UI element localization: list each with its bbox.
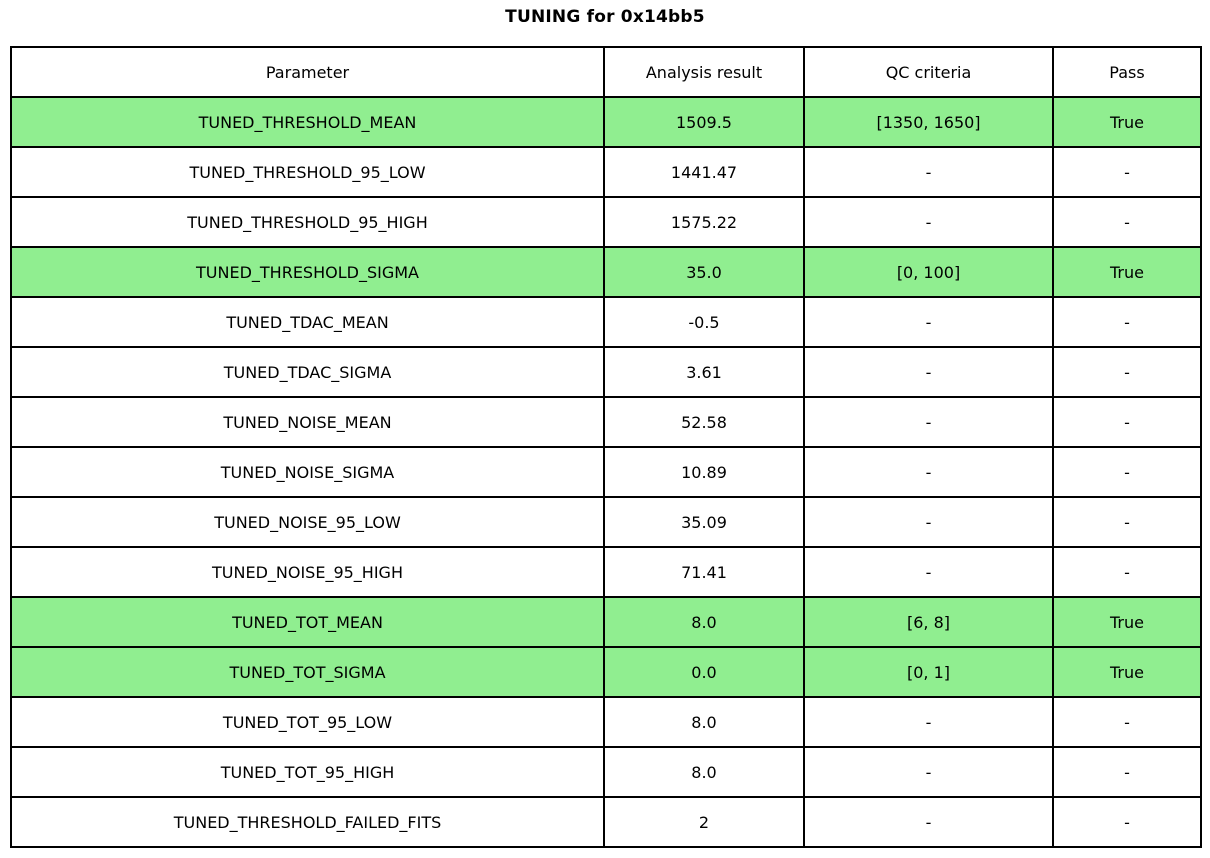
cell-parameter: TUNED_TOT_95_LOW [10,696,605,748]
cell-pass: True [1052,596,1202,648]
cell-analysis-result: 35.09 [603,496,805,548]
header-row: Parameter Analysis result QC criteria Pa… [10,46,1202,98]
table-row: TUNED_NOISE_SIGMA 10.89- - [10,446,1202,498]
cell-parameter: TUNED_TOT_95_HIGH [10,746,605,798]
cell-analysis-result: 35.0 [603,246,805,298]
cell-pass: - [1052,696,1202,748]
cell-qc-criteria: - [803,146,1054,198]
table-row: TUNED_NOISE_95_HIGH 71.41- - [10,546,1202,598]
cell-qc-criteria: - [803,346,1054,398]
cell-parameter: TUNED_NOISE_95_HIGH [10,546,605,598]
cell-analysis-result: 71.41 [603,546,805,598]
cell-pass: - [1052,446,1202,498]
cell-pass: - [1052,546,1202,598]
table-row: TUNED_THRESHOLD_95_HIGH 1575.22- - [10,196,1202,248]
cell-qc-criteria: - [803,746,1054,798]
cell-analysis-result: -0.5 [603,296,805,348]
column-header-qc-criteria: QC criteria [803,46,1054,98]
table-row: TUNED_THRESHOLD_95_LOW 1441.47- - [10,146,1202,198]
cell-analysis-result: 8.0 [603,696,805,748]
table-header: Parameter Analysis result QC criteria Pa… [10,46,1202,98]
cell-qc-criteria: - [803,196,1054,248]
cell-analysis-result: 10.89 [603,446,805,498]
cell-qc-criteria: - [803,546,1054,598]
cell-analysis-result: 1441.47 [603,146,805,198]
cell-pass: - [1052,396,1202,448]
table-row: TUNED_NOISE_95_LOW 35.09- - [10,496,1202,548]
cell-pass: True [1052,646,1202,698]
table-row: TUNED_TDAC_MEAN -0.5- - [10,296,1202,348]
cell-analysis-result: 0.0 [603,646,805,698]
cell-pass: - [1052,296,1202,348]
cell-parameter: TUNED_THRESHOLD_MEAN [10,96,605,148]
cell-qc-criteria: - [803,446,1054,498]
table-row: TUNED_TDAC_SIGMA 3.61- - [10,346,1202,398]
cell-qc-criteria: [0, 1] [803,646,1054,698]
table-row: TUNED_THRESHOLD_MEAN 1509.5 [1350, 1650] Tr… [10,96,1202,148]
cell-parameter: TUNED_TOT_MEAN [10,596,605,648]
cell-parameter: TUNED_NOISE_MEAN [10,396,605,448]
cell-parameter: TUNED_TDAC_SIGMA [10,346,605,398]
cell-analysis-result: 1509.5 [603,96,805,148]
cell-pass: True [1052,96,1202,148]
cell-parameter: TUNED_TOT_SIGMA [10,646,605,698]
cell-analysis-result: 8.0 [603,596,805,648]
cell-qc-criteria: - [803,496,1054,548]
cell-pass: - [1052,196,1202,248]
table-row: TUNED_NOISE_MEAN 52.58- - [10,396,1202,448]
cell-parameter: TUNED_NOISE_95_LOW [10,496,605,548]
cell-parameter: TUNED_THRESHOLD_95_LOW [10,146,605,198]
table-row: TUNED_TOT_MEAN 8.0 [6, 8] True [10,596,1202,648]
cell-analysis-result: 3.61 [603,346,805,398]
cell-qc-criteria: - [803,696,1054,748]
cell-parameter: TUNED_THRESHOLD_SIGMA [10,246,605,298]
table-row: TUNED_THRESHOLD_FAILED_FITS 2- - [10,796,1202,848]
cell-parameter: TUNED_NOISE_SIGMA [10,446,605,498]
cell-pass: - [1052,496,1202,548]
cell-qc-criteria: - [803,396,1054,448]
column-header-parameter: Parameter [10,46,605,98]
table-row: TUNED_TOT_SIGMA 0.0 [0, 1] True [10,646,1202,698]
cell-qc-criteria: - [803,796,1054,848]
table-row: TUNED_TOT_95_HIGH 8.0- - [10,746,1202,798]
column-header-pass: Pass [1052,46,1202,98]
table-body: TUNED_THRESHOLD_MEAN 1509.5 [1350, 1650] Tr… [10,96,1202,848]
cell-analysis-result: 52.58 [603,396,805,448]
cell-analysis-result: 1575.22 [603,196,805,248]
page-title: TUNING for 0x14bb5 [505,7,705,27]
cell-parameter: TUNED_THRESHOLD_95_HIGH [10,196,605,248]
cell-pass: - [1052,346,1202,398]
cell-parameter: TUNED_THRESHOLD_FAILED_FITS [10,796,605,848]
cell-qc-criteria: [1350, 1650] [803,96,1054,148]
cell-pass: - [1052,796,1202,848]
cell-parameter: TUNED_TDAC_MEAN [10,296,605,348]
cell-qc-criteria: [6, 8] [803,596,1054,648]
cell-pass: - [1052,146,1202,198]
cell-analysis-result: 2 [603,796,805,848]
column-header-analysis-result: Analysis result [603,46,805,98]
cell-analysis-result: 8.0 [603,746,805,798]
cell-pass: - [1052,746,1202,798]
table-row: TUNED_THRESHOLD_SIGMA 35.0 [0, 100] True [10,246,1202,298]
cell-pass: True [1052,246,1202,298]
cell-qc-criteria: [0, 100] [803,246,1054,298]
cell-qc-criteria: - [803,296,1054,348]
table-row: TUNED_TOT_95_LOW 8.0- - [10,696,1202,748]
qc-results-table: Parameter Analysis result QC criteria Pa… [10,46,1202,848]
